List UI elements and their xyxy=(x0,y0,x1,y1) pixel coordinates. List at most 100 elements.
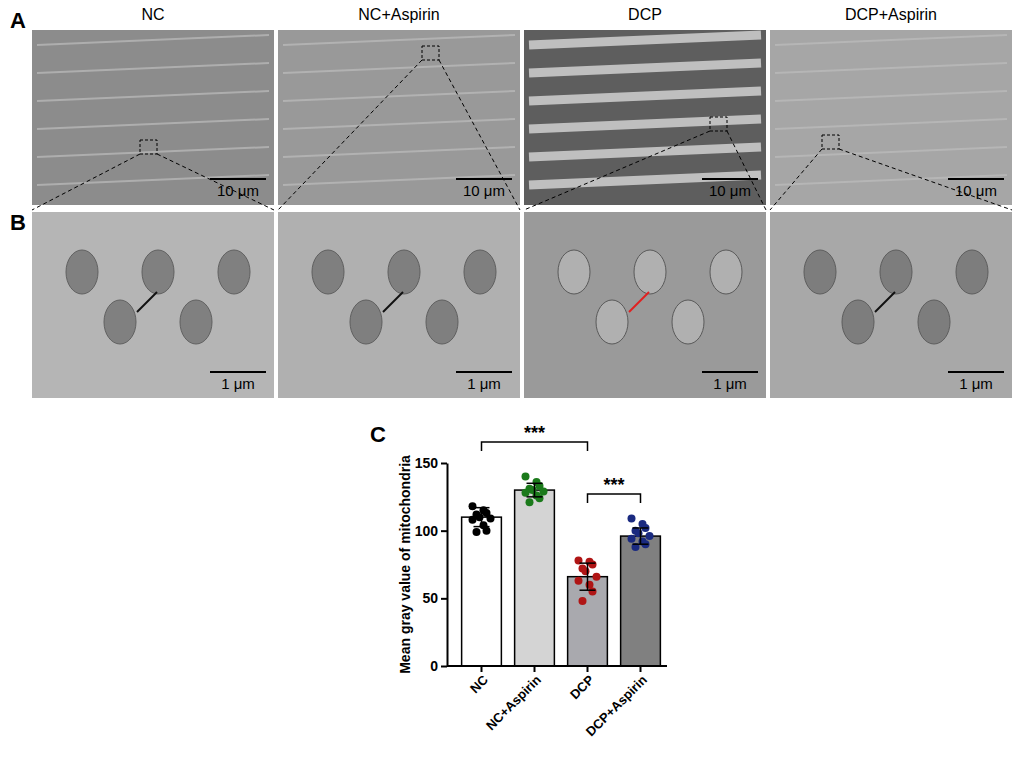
column-title: NC+Aspirin xyxy=(358,6,439,23)
scale-bar xyxy=(456,178,512,180)
texture xyxy=(775,119,1007,129)
x-tick-mark xyxy=(534,666,536,672)
x-tick-mark xyxy=(587,666,589,672)
texture xyxy=(283,63,515,73)
texture xyxy=(37,147,269,157)
significance-bracket xyxy=(482,442,588,451)
micrograph xyxy=(278,212,520,398)
micrograph xyxy=(32,212,274,398)
error-cap xyxy=(474,507,490,509)
scale-bar xyxy=(702,371,758,373)
x-axis: NCNC+AspirinDCPDCP+Aspirin xyxy=(447,666,667,739)
scale-bar xyxy=(210,178,266,180)
y-tick-label: 150 xyxy=(415,455,439,471)
texture xyxy=(66,250,98,294)
error-bar xyxy=(640,528,642,544)
error-cap xyxy=(633,527,649,529)
data-point xyxy=(589,588,597,596)
data-point xyxy=(628,514,636,522)
significance-label: *** xyxy=(603,475,624,495)
texture xyxy=(37,119,269,129)
texture xyxy=(180,300,212,344)
texture xyxy=(529,35,761,45)
data-point xyxy=(628,535,636,543)
scale-bar-label: 10 μm xyxy=(217,182,259,199)
micrograph xyxy=(524,212,766,398)
micrograph xyxy=(770,212,1012,398)
significance-label: *** xyxy=(524,423,545,443)
scale-bar xyxy=(948,371,1004,373)
texture xyxy=(283,35,515,45)
y-tick-mark xyxy=(441,598,447,600)
scale-bar-label: 10 μm xyxy=(463,182,505,199)
texture xyxy=(388,250,420,294)
data-point xyxy=(589,561,597,569)
texture xyxy=(104,300,136,344)
data-point xyxy=(469,502,477,510)
scale-bar-label: 1 μm xyxy=(713,375,747,392)
plot-area xyxy=(462,473,661,666)
bar xyxy=(515,490,555,666)
zoom-box xyxy=(822,135,839,149)
data-point xyxy=(473,528,481,536)
y-tick: 100 xyxy=(415,523,447,539)
data-point xyxy=(522,473,530,481)
scale-bar-label: 10 μm xyxy=(709,182,751,199)
error-cap xyxy=(633,543,649,545)
texture xyxy=(529,147,761,157)
scale-bar xyxy=(702,178,758,180)
error-bar xyxy=(587,563,589,590)
data-point xyxy=(476,513,484,521)
texture xyxy=(142,250,174,294)
data-point xyxy=(469,516,477,524)
y-tick-label: 50 xyxy=(422,590,438,606)
texture xyxy=(918,300,950,344)
texture xyxy=(283,119,515,129)
micrograph xyxy=(278,30,520,205)
zoom-box xyxy=(710,117,727,131)
zoom-box xyxy=(422,46,439,60)
data-point xyxy=(487,514,495,522)
bar xyxy=(621,536,661,666)
data-point xyxy=(526,498,534,506)
panel-label: A xyxy=(10,8,26,33)
texture xyxy=(312,250,344,294)
scale-bar xyxy=(210,371,266,373)
x-tick-mark xyxy=(481,666,483,672)
texture xyxy=(634,250,666,294)
x-tick: NC+Aspirin xyxy=(483,666,544,733)
arrow xyxy=(875,292,895,312)
arrow xyxy=(383,292,403,312)
x-tick-label: DCP xyxy=(567,672,597,702)
y-tick: 150 xyxy=(415,455,447,471)
column-title: DCP xyxy=(628,6,662,23)
error-cap xyxy=(474,526,490,528)
x-tick: NC xyxy=(467,666,491,696)
data-point xyxy=(575,577,583,585)
texture xyxy=(37,35,269,45)
scale-bar-label: 10 μm xyxy=(955,182,997,199)
x-axis-line xyxy=(447,665,667,667)
texture xyxy=(37,63,269,73)
texture xyxy=(672,300,704,344)
error-cap xyxy=(527,483,543,485)
micrograph xyxy=(524,30,766,205)
y-tick-label: 100 xyxy=(415,523,439,539)
texture xyxy=(218,250,250,294)
arrow xyxy=(137,292,157,312)
texture xyxy=(710,250,742,294)
texture xyxy=(558,250,590,294)
micrograph xyxy=(32,30,274,205)
texture xyxy=(804,250,836,294)
error-cap xyxy=(580,562,596,564)
arrow xyxy=(629,292,649,312)
scale-bar-label: 1 μm xyxy=(959,375,993,392)
texture xyxy=(529,91,761,101)
zoom-line xyxy=(439,60,520,210)
y-axis: 0 50 100 150 xyxy=(415,455,448,674)
texture xyxy=(775,147,1007,157)
error-cap xyxy=(580,589,596,591)
y-tick: 0 xyxy=(430,658,447,674)
zoom-line xyxy=(32,154,140,210)
zoom-line xyxy=(770,149,822,210)
